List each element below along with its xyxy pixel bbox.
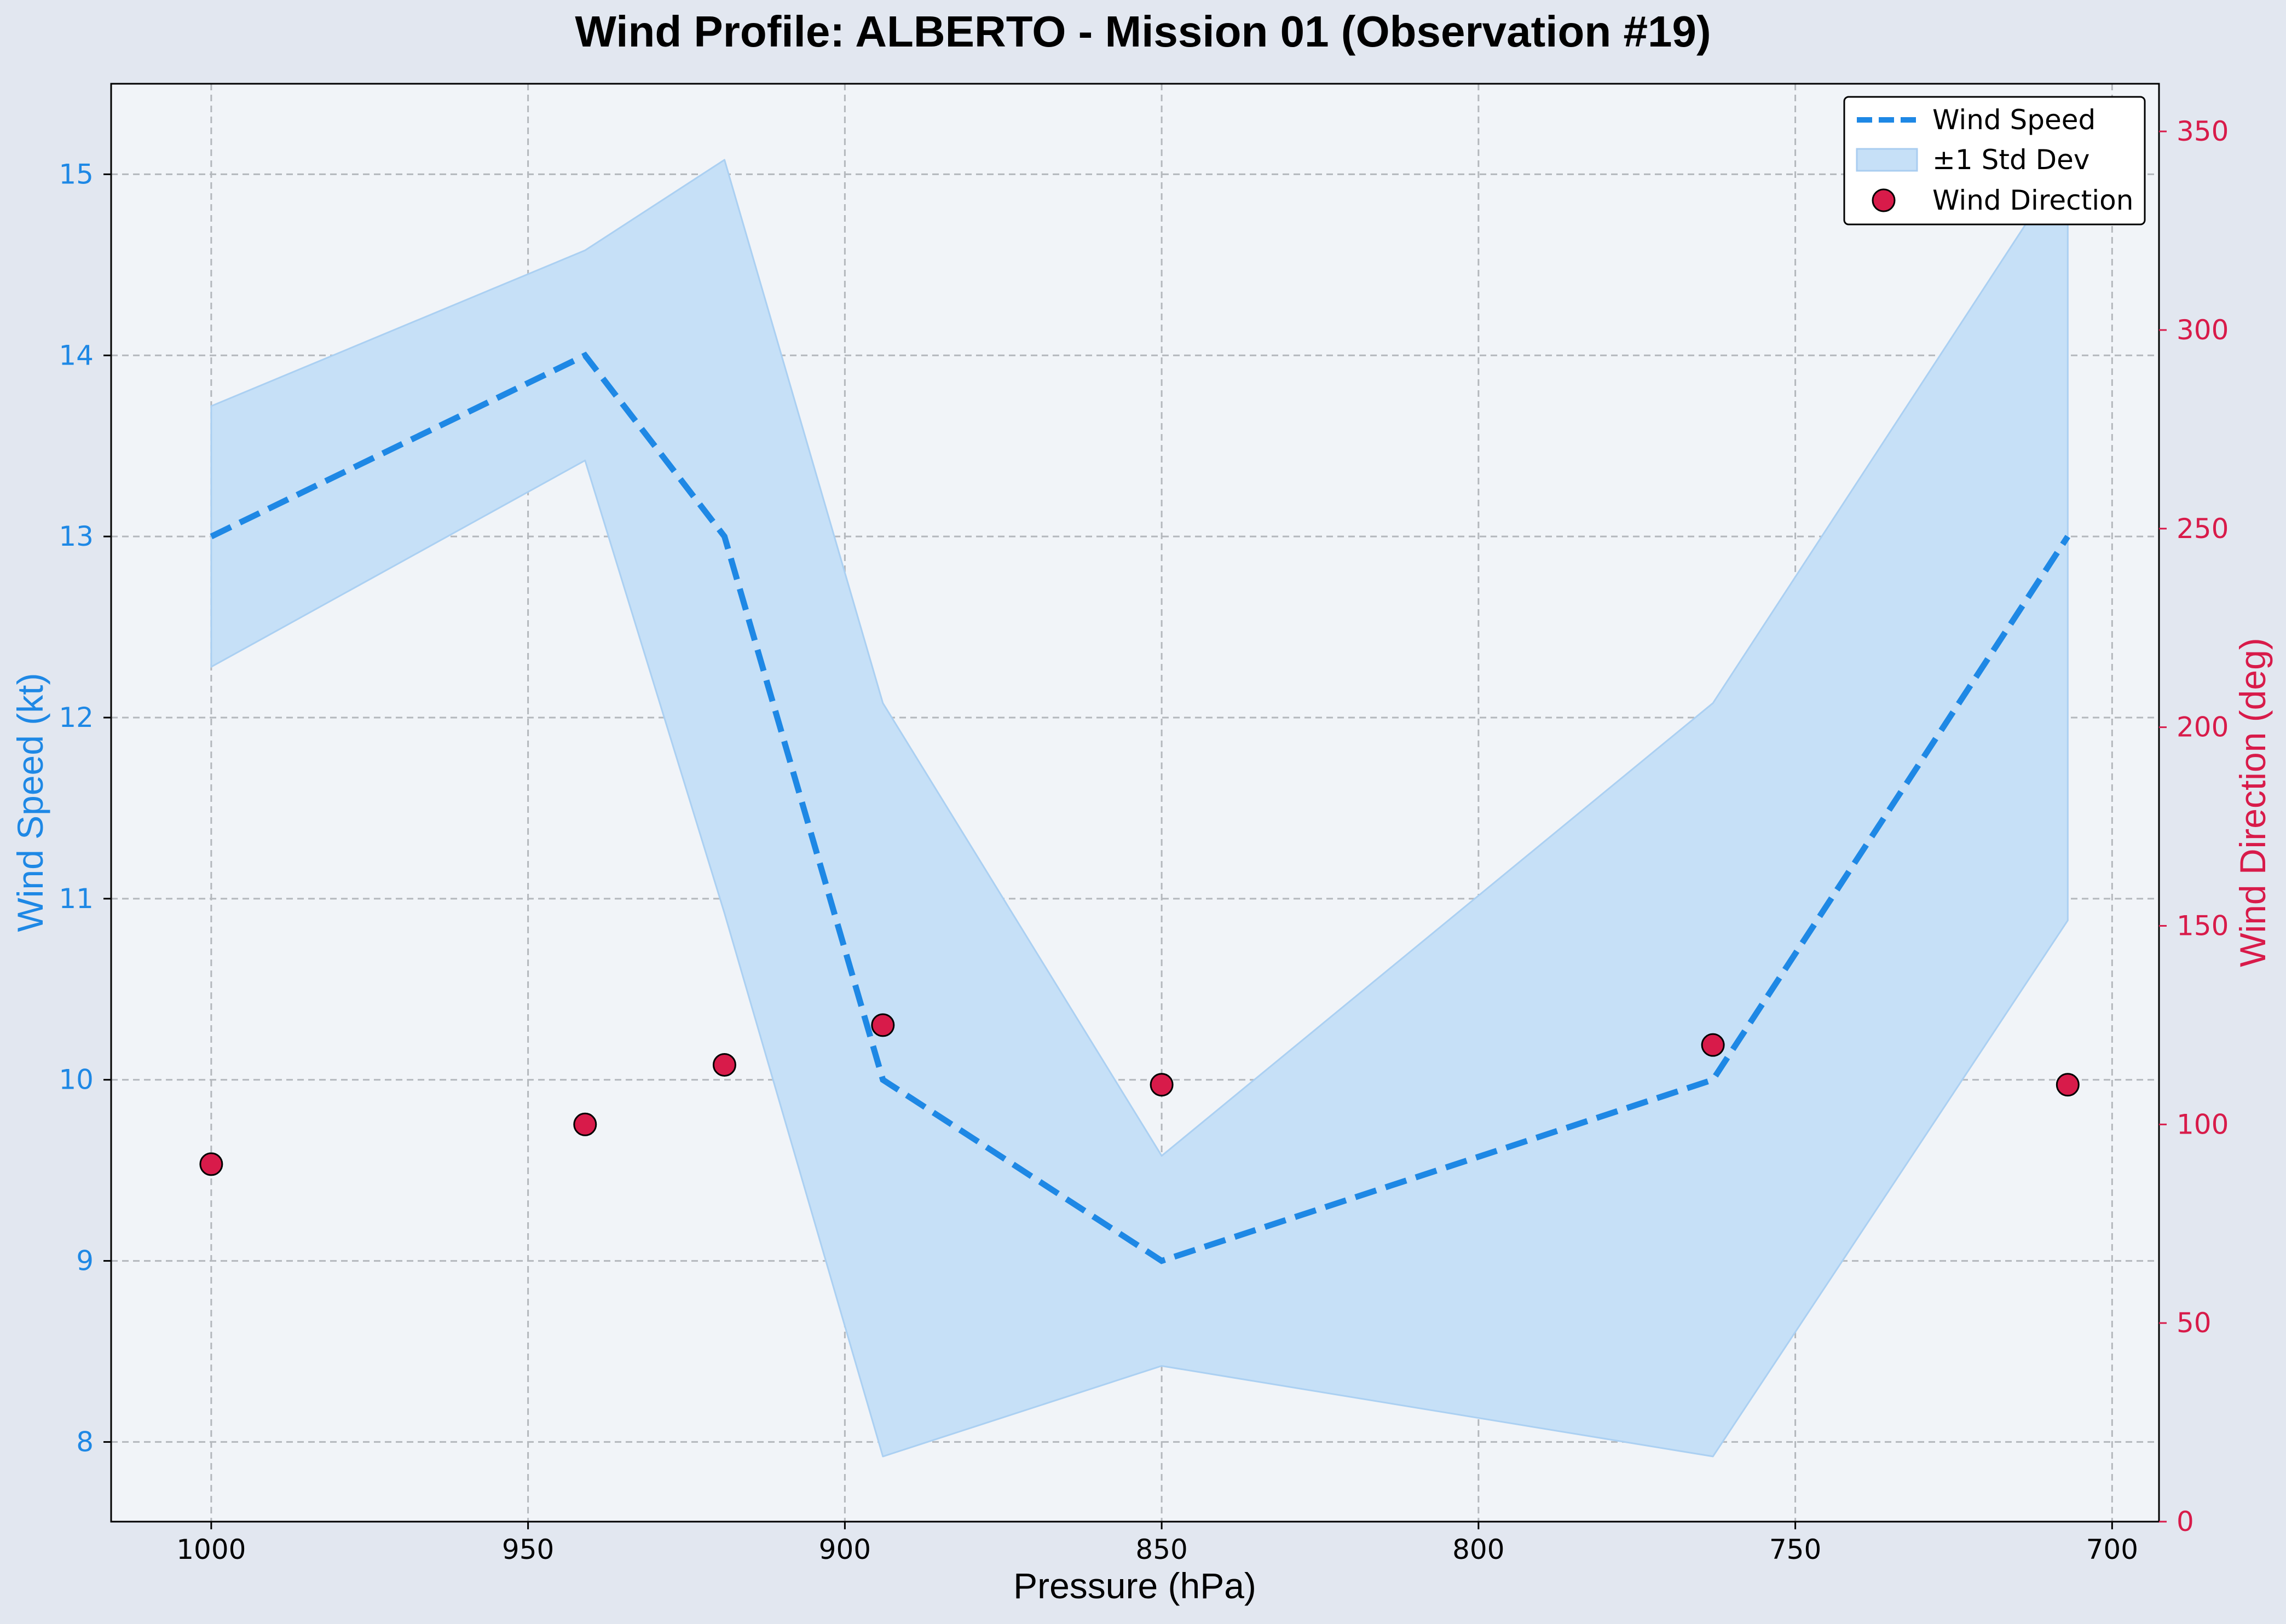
legend-std-dev-label: ±1 Std Dev: [1932, 144, 2089, 176]
y2-tick-label: 300: [2177, 314, 2229, 346]
legend-wind-speed-label: Wind Speed: [1932, 104, 2096, 136]
x-axis-ticks: 1000 950 900 850 800 750 700: [176, 1522, 2138, 1565]
std-dev-band-area: [210, 159, 2069, 1458]
wind-direction-point: [871, 1013, 895, 1037]
std-dev-band: [210, 159, 2069, 1458]
y-tick-label: 9: [76, 1245, 94, 1277]
chart-title: Wind Profile: ALBERTO - Mission 01 (Obse…: [575, 7, 1711, 56]
y-tick-label: 11: [59, 883, 94, 915]
y2-axis-label: Wind Direction (deg): [2232, 638, 2273, 967]
y-tick-label: 10: [59, 1064, 94, 1096]
y2-tick-label: 200: [2177, 712, 2229, 743]
wind-direction-point: [573, 1112, 597, 1136]
y2-tick-label: 50: [2177, 1307, 2212, 1339]
y2-tick-label: 350: [2177, 115, 2229, 147]
y-axis-label: Wind Speed (kt): [10, 673, 50, 932]
legend-wind-direction-swatch: [1872, 188, 1896, 212]
legend-wind-direction-label: Wind Direction: [1932, 184, 2133, 216]
wind-direction-point: [1150, 1073, 1174, 1097]
x-tick-label: 750: [1769, 1534, 1821, 1565]
x-tick-label: 800: [1452, 1534, 1504, 1565]
wind-speed-line: [210, 351, 2070, 1264]
y-tick-label: 14: [59, 339, 94, 371]
x-tick-label: 700: [2086, 1534, 2138, 1565]
y2-tick-label: 150: [2177, 910, 2229, 941]
y2-tick-label: 0: [2177, 1506, 2194, 1538]
wind-speed-series-line: [210, 351, 2070, 1264]
legend-std-dev-swatch: [1856, 148, 1918, 172]
legend: Wind Speed ±1 Std Dev Wind Direction: [1843, 96, 2146, 226]
y-tick-label: 13: [59, 521, 94, 552]
plot-frame: [110, 83, 2160, 1523]
wind-direction-point: [712, 1053, 736, 1077]
x-tick-label: 850: [1135, 1534, 1187, 1565]
y2-tick-label: 100: [2177, 1108, 2229, 1140]
x-axis-label: Pressure (hPa): [1013, 1565, 1256, 1606]
y-tick-label: 8: [76, 1426, 94, 1458]
y-axis-ticks: 8 9 10 11 12 13 14 15: [59, 158, 111, 1458]
x-tick-label: 950: [502, 1534, 554, 1565]
wind-direction-point: [2056, 1073, 2080, 1097]
x-tick-label: 1000: [176, 1534, 246, 1565]
y2-axis-ticks: 0 50 100 150 200 250 300 350: [2159, 115, 2229, 1538]
wind-direction-point: [199, 1152, 223, 1176]
y2-tick-label: 250: [2177, 513, 2229, 545]
legend-box: [1843, 96, 2146, 226]
x-tick-label: 900: [819, 1534, 871, 1565]
y-tick-label: 12: [59, 702, 94, 733]
wind-direction-point: [1701, 1033, 1725, 1057]
wind-direction-points: [199, 1013, 2080, 1176]
y-tick-label: 15: [59, 158, 94, 190]
